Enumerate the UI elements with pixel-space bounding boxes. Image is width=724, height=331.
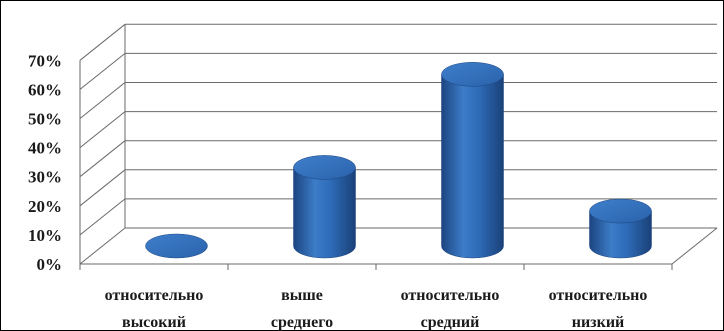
gridline-side <box>79 198 126 236</box>
floor-right-edge <box>671 227 718 265</box>
y-axis-ticks: 0% 10% 20% 30% 40% 50% 60% 70% <box>28 51 62 274</box>
bars <box>145 62 652 259</box>
bar-2 <box>293 155 356 259</box>
x-category-label: выше среднего <box>271 287 333 331</box>
bar-4 <box>589 198 652 259</box>
x-category-label: относительно высокий <box>105 287 204 331</box>
gridline-side <box>79 140 126 178</box>
gridline-side <box>79 23 126 61</box>
gridline-side <box>79 53 126 90</box>
bar-top <box>589 198 652 224</box>
bar-body <box>589 210 652 259</box>
bar-1 <box>145 233 208 259</box>
y-tick-label: 30% <box>28 168 62 187</box>
y-tick-label: 20% <box>28 197 62 216</box>
bar-top <box>293 155 356 180</box>
gridline-side <box>79 227 126 265</box>
bar-body <box>293 167 356 259</box>
gridline-side <box>79 82 126 119</box>
y-tick-label: 40% <box>28 139 62 158</box>
y-tick-label: 50% <box>28 110 62 129</box>
bar-top <box>145 233 208 259</box>
bar-top <box>441 62 504 87</box>
y-tick-label: 0% <box>37 255 63 274</box>
y-tick-label: 60% <box>28 80 62 99</box>
y-tick-label: 70% <box>28 51 62 70</box>
y-tick-label: 10% <box>28 226 62 245</box>
x-category-label: относительно средний <box>401 287 500 331</box>
bar-3 <box>441 62 504 259</box>
bar-body <box>441 74 504 259</box>
gridline-side <box>79 111 126 148</box>
gridline-side <box>79 169 126 207</box>
x-axis-labels: относительно высокий выше среднего относител… <box>105 287 648 331</box>
x-category-label: относительно низкий <box>549 287 648 331</box>
